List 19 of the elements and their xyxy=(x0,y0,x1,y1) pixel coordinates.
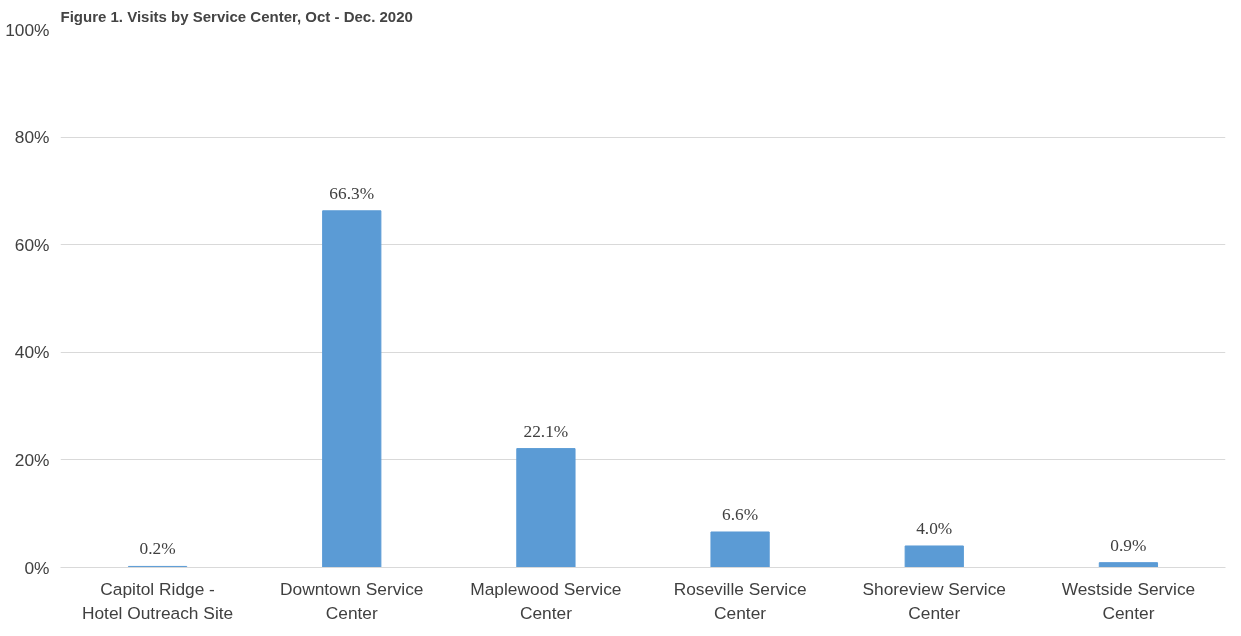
data-label: 22.1% xyxy=(523,421,569,441)
y-tick-label: 100% xyxy=(5,19,50,40)
data-label: 0.9% xyxy=(1110,535,1147,555)
data-label: 6.6% xyxy=(722,504,759,524)
y-tick-label: 0% xyxy=(24,557,50,578)
x-tick-label: Capitol Ridge - Hotel Outreach Site xyxy=(81,578,234,623)
y-tick-label: 20% xyxy=(14,449,50,470)
x-tick-label: Maplewood Service Center xyxy=(470,578,622,623)
x-tick-label: Westside Service Center xyxy=(1061,578,1196,623)
x-tick-label: Roseville Service Center xyxy=(673,578,807,623)
y-tick-label: 60% xyxy=(14,234,50,255)
data-label: 66.3% xyxy=(329,183,375,203)
y-tick-label: 80% xyxy=(14,127,50,148)
x-tick-label: Shoreview Service Center xyxy=(862,578,1006,623)
chart-title: Figure 1. Visits by Service Center, Oct - Dec. 2020 xyxy=(60,7,413,25)
x-tick-label: Downtown Service Center xyxy=(280,578,424,623)
data-label: 4.0% xyxy=(916,518,953,538)
y-tick-label: 40% xyxy=(14,342,50,363)
data-label: 0.2% xyxy=(139,539,176,559)
